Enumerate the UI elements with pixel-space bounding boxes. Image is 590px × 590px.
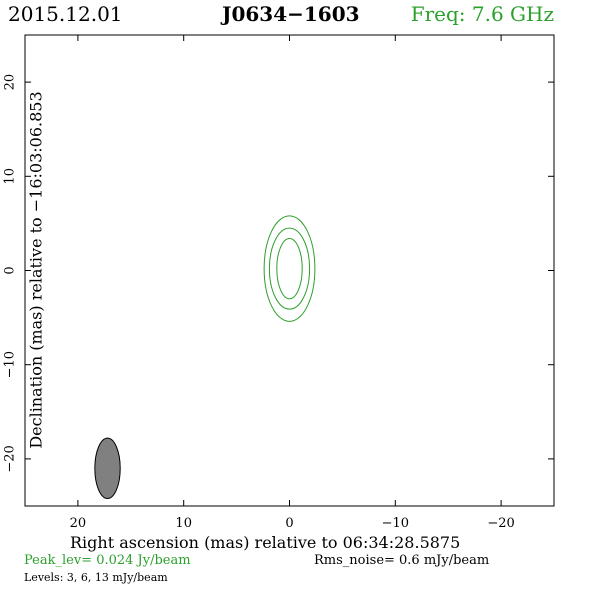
- contour-level-3: [263, 215, 316, 322]
- plot-frame: [24, 34, 555, 507]
- y-tick-label: 20: [3, 74, 18, 91]
- frequency-label: Freq: 7.6 GHz: [410, 2, 554, 26]
- y-tick-label: 10: [3, 168, 18, 185]
- x-tick-label: 10: [175, 516, 192, 531]
- y-tick-label: −20: [3, 445, 18, 472]
- x-tick-label: 20: [70, 516, 87, 531]
- y-tick-label: 0: [3, 266, 18, 274]
- x-axis-label: Right ascension (mas) relative to 06:34:…: [70, 533, 461, 552]
- source-name: J0634−1603: [222, 2, 360, 26]
- contour-level-6: [268, 227, 311, 310]
- x-tick-label: −10: [382, 516, 409, 531]
- contour-level-13: [276, 237, 303, 300]
- y-tick-label: −10: [3, 351, 18, 378]
- contour-levels: Levels: 3, 6, 13 mJy/beam: [24, 571, 168, 584]
- rms-noise: Rms_noise= 0.6 mJy/beam: [314, 553, 490, 568]
- x-tick-label: 0: [285, 516, 293, 531]
- x-tick-label: −20: [487, 516, 514, 531]
- beam-ellipse: [94, 437, 121, 499]
- peak-level: Peak_lev= 0.024 Jy/beam: [24, 553, 191, 568]
- y-axis-label: Declination (mas) relative to −16:03:06.…: [26, 91, 46, 449]
- observation-date: 2015.12.01: [8, 2, 123, 26]
